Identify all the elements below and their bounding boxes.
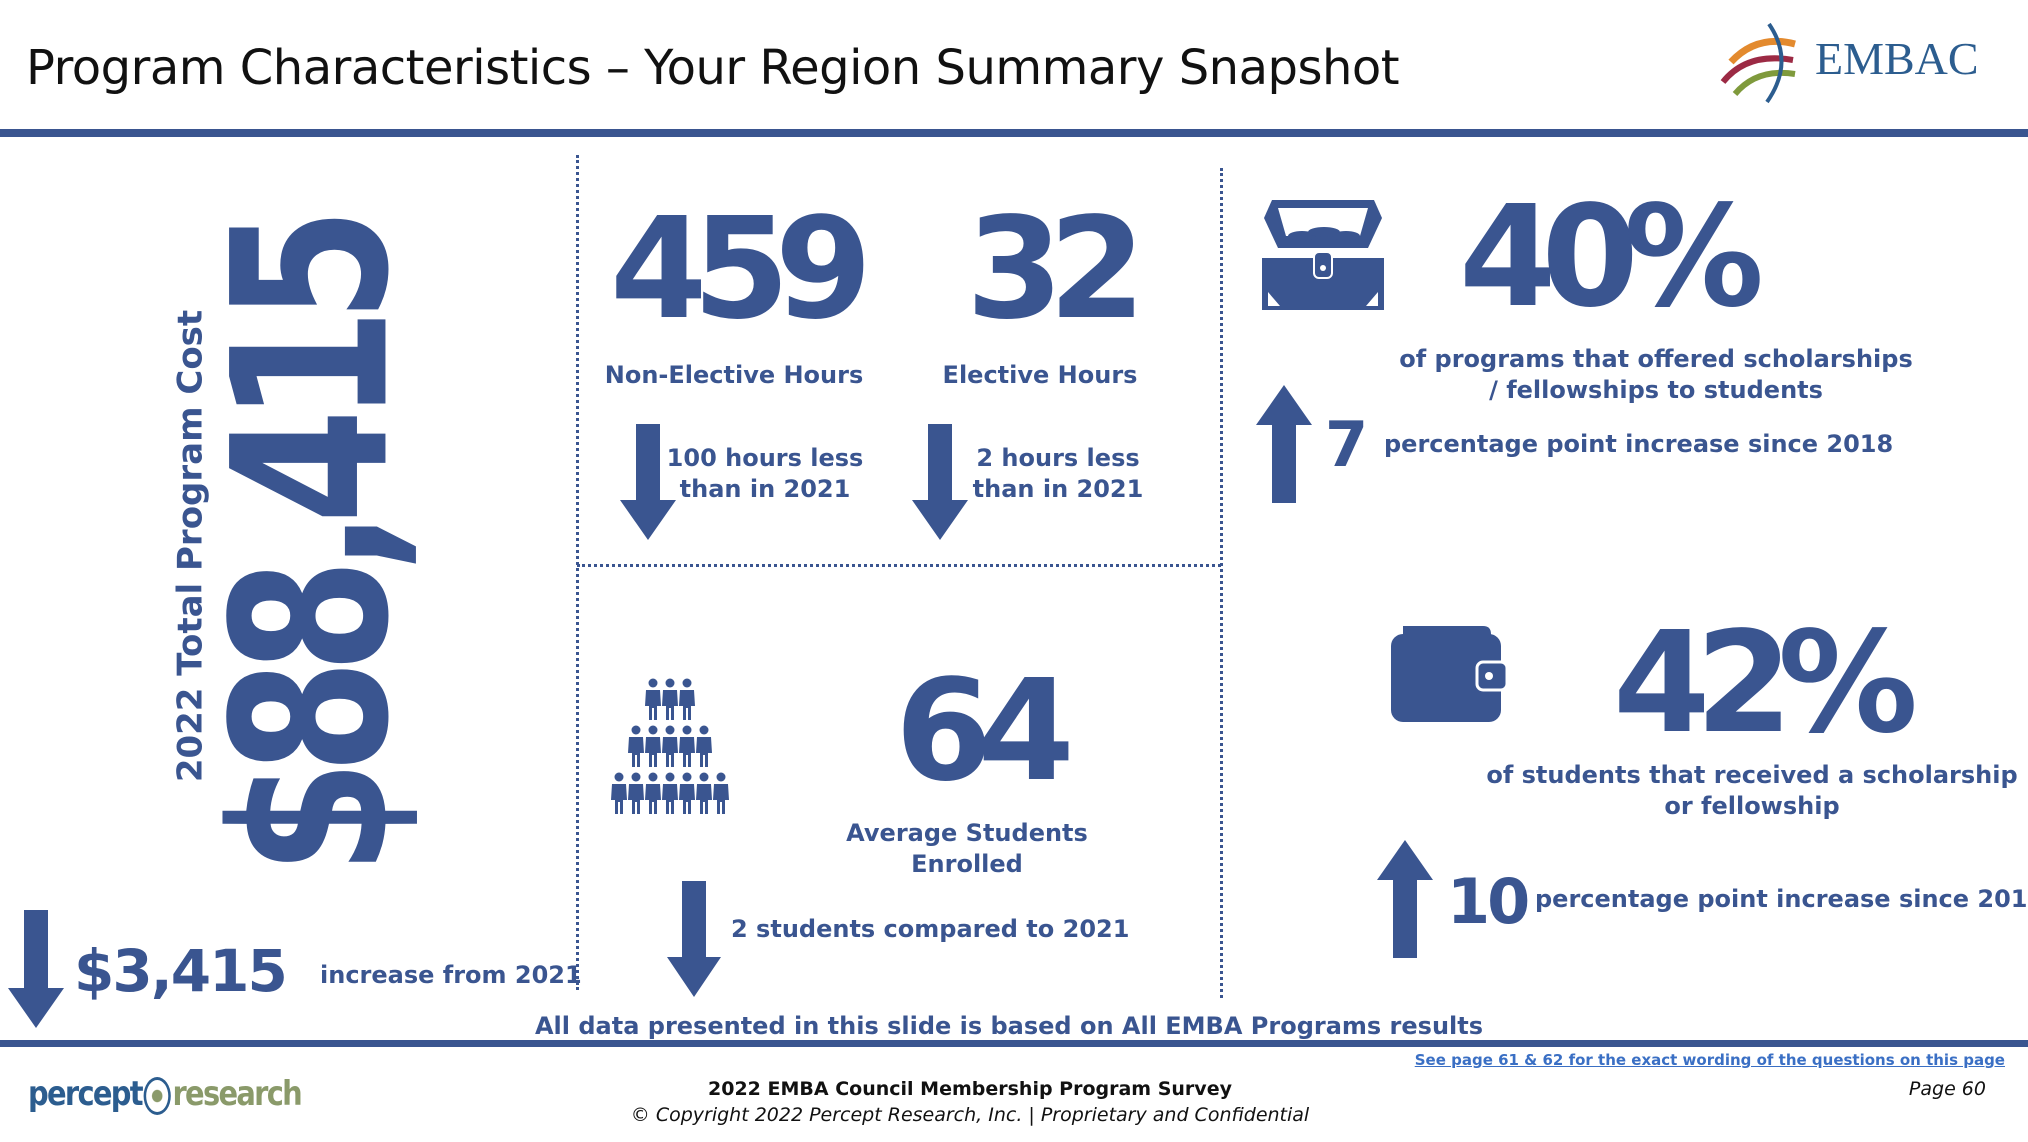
students-label-line1: Average Students [846,819,1088,847]
total-cost-change-label: increase from 2021 [320,961,582,989]
person-figure [713,772,729,814]
survey-title: 2022 EMBA Council Membership Program Sur… [708,1078,1232,1100]
non-elective-hours-value: 459 [610,188,872,351]
footer-divider [0,1040,2028,1047]
divider [1220,168,1223,998]
elective-hours-value: 32 [966,188,1146,351]
person-figure [696,725,712,767]
scholarship-students-line2: or fellowship [1664,792,1840,820]
students-change: 2 students compared to 2021 [731,915,1130,943]
up-arrow-icon [1256,385,1312,503]
treasure-chest-icon [1262,196,1384,310]
up-arrow-icon [1377,840,1433,958]
person-figure [662,772,678,814]
elective-change-line1: 2 hours less [976,444,1140,472]
down-arrow-icon [620,424,676,540]
research-logo-text: research [172,1074,302,1114]
elective-change: 2 hours less than in 2021 [973,443,1144,505]
scholarship-students-value: 42% [1613,602,1918,765]
scholarship-programs-line1: of programs that offered scholarships [1399,345,1913,373]
scholarship-programs-change-label: percentage point increase since 2018 [1384,430,1894,458]
scholarship-programs-desc: of programs that offered scholarships / … [1399,344,1913,406]
non-elective-change-line1: 100 hours less [666,444,864,472]
person-figure [628,725,644,767]
non-elective-change: 100 hours less than in 2021 [667,443,864,505]
elective-hours-label: Elective Hours [942,361,1138,389]
divider [576,155,579,990]
elective-change-line2: than in 2021 [972,475,1144,503]
person-figure [662,678,678,720]
wallet-icon [1391,626,1507,722]
down-arrow-icon [912,424,968,540]
person-figure [662,725,678,767]
scholarship-students-change-label: percentage point increase since 2018 [1535,885,2028,913]
page-title: Program Characteristics – Your Region Su… [26,40,1400,96]
total-cost-value: $88,415 [186,221,437,875]
person-figure [645,725,661,767]
students-value: 64 [895,650,1075,813]
questions-wording-link[interactable]: See page 61 & 62 for the exact wording o… [1414,1051,2005,1069]
total-cost-change-value: $3,415 [74,937,288,1005]
non-elective-hours-label: Non-Elective Hours [604,361,864,389]
down-arrow-icon [8,910,64,1028]
scholarship-students-desc: of students that received a scholarship … [1486,760,2017,822]
embac-logo-text: EMBAC [1815,33,1979,84]
person-figure [679,678,695,720]
scholarship-programs-line2: / fellowships to students [1489,376,1823,404]
people-group-icon [606,678,734,820]
person-figure [645,772,661,814]
percept-research-logo: percept research [28,1074,303,1115]
person-figure [679,725,695,767]
person-figure [679,772,695,814]
embac-logo: EMBAC [1717,22,1997,104]
copyright: © Copyright 2022 Percept Research, Inc. … [630,1104,1310,1126]
scholarship-students-change-value: 10 [1447,865,1530,938]
data-note: All data presented in this slide is base… [534,1012,1484,1040]
header-divider [0,129,2028,137]
scholarship-students-line1: of students that received a scholarship [1486,761,2018,789]
scholarship-programs-change-value: 7 [1325,408,1369,481]
person-figure [611,772,627,814]
person-figure [645,678,661,720]
students-label: Average Students Enrolled [846,818,1088,880]
page-number: Page 60 [1908,1078,1986,1100]
non-elective-change-line2: than in 2021 [679,475,851,503]
person-figure [696,772,712,814]
person-figure [628,772,644,814]
scholarship-programs-value: 40% [1459,176,1764,339]
down-arrow-icon [667,881,721,997]
percept-logo-text: percept [28,1074,144,1114]
logo-e-icon [143,1076,171,1115]
divider [577,564,1221,567]
students-label-line2: Enrolled [911,850,1023,878]
